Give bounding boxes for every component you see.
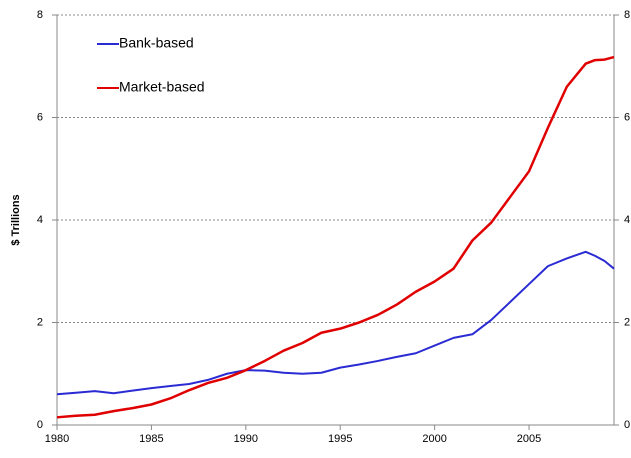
x-tick-label: 1995: [328, 433, 352, 445]
y2-tick-label: 6: [624, 111, 630, 123]
legend-label: Market-based: [119, 79, 205, 95]
x-tick-label: 1990: [234, 433, 258, 445]
y2-tick-label: 0: [624, 419, 630, 431]
y2-tick-label: 4: [624, 214, 630, 226]
data-line: [56, 55, 615, 419]
y-tick-label: 6: [37, 111, 43, 123]
x-tick-label: 1980: [45, 433, 69, 445]
y-tick-label: 2: [37, 316, 43, 328]
legend-label: Bank-based: [119, 35, 194, 51]
y-tick-label: 0: [37, 419, 43, 431]
x-tick-label: 2005: [517, 433, 541, 445]
y2-tick-label: 2: [624, 316, 630, 328]
y-axis-title: $ Trillions: [10, 194, 22, 245]
y-tick-label: 4: [37, 214, 43, 226]
y-tick-label: 8: [37, 9, 43, 21]
y2-tick-label: 8: [624, 9, 630, 21]
data-line: [56, 250, 615, 396]
x-tick-label: 2000: [422, 433, 446, 445]
x-tick-label: 1985: [139, 433, 163, 445]
